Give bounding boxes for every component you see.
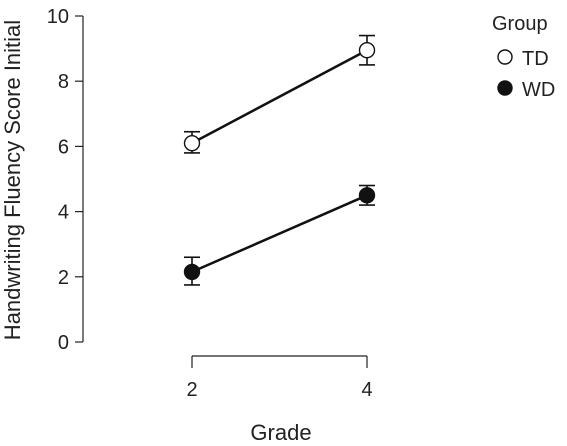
plot-area bbox=[183, 34, 376, 286]
y-tick-label-0: 0 bbox=[58, 332, 69, 354]
y-axis-title: Handwriting Fluency Score Initial bbox=[0, 20, 25, 340]
legend-label-wd: WD bbox=[522, 79, 555, 101]
x-tick-label-2: 2 bbox=[186, 379, 197, 401]
series-line-td bbox=[191, 49, 368, 145]
y-tick-label-8: 8 bbox=[58, 71, 69, 93]
series-line-wd bbox=[191, 194, 368, 274]
y-tick-label-2: 2 bbox=[58, 267, 69, 289]
legend-title: Group bbox=[492, 13, 548, 35]
point-td-2 bbox=[183, 134, 201, 152]
y-axis: 0 2 4 6 8 10 bbox=[47, 6, 84, 354]
x-axis-title: Grade bbox=[250, 420, 311, 445]
y-tick-label-4: 4 bbox=[58, 202, 69, 224]
legend-label-td: TD bbox=[522, 48, 549, 70]
legend-marker-wd bbox=[497, 80, 513, 96]
point-wd-2 bbox=[183, 263, 201, 281]
legend: Group TD WD bbox=[492, 13, 555, 101]
y-tick-label-6: 6 bbox=[58, 136, 69, 158]
x-tick-label-4: 4 bbox=[361, 379, 372, 401]
point-td-4 bbox=[358, 42, 376, 59]
legend-marker-td bbox=[497, 49, 513, 65]
point-wd-4 bbox=[358, 187, 376, 204]
y-tick-label-10: 10 bbox=[47, 6, 69, 28]
